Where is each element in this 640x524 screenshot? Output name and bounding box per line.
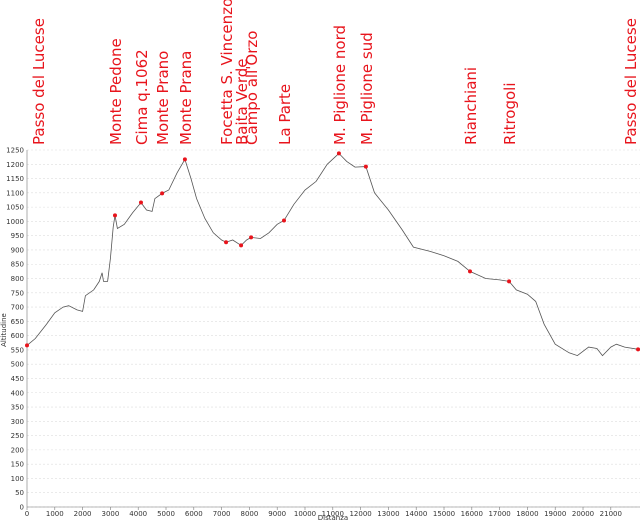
waypoint bbox=[112, 213, 117, 218]
y-tick-label: 500 bbox=[11, 361, 24, 369]
x-tick-label: 10000 bbox=[294, 510, 316, 518]
waypoint-label: Ritrogoli bbox=[501, 82, 519, 145]
waypoint bbox=[160, 191, 165, 196]
waypoint bbox=[336, 151, 341, 156]
x-tick-label: 1000 bbox=[46, 510, 64, 518]
y-tick-label: 150 bbox=[11, 461, 24, 469]
x-tick-label: 12000 bbox=[349, 510, 371, 518]
x-tick-label: 16000 bbox=[461, 510, 483, 518]
waypoint bbox=[224, 240, 229, 245]
x-tick-label: 2000 bbox=[74, 510, 92, 518]
waypoint-label: Passo del Lucese bbox=[30, 18, 48, 145]
y-tick-label: 600 bbox=[11, 332, 24, 340]
x-tick-label: 5000 bbox=[157, 510, 175, 518]
waypoint-label: Cima q.1062 bbox=[133, 49, 151, 145]
waypoint bbox=[138, 200, 143, 205]
y-tick-label: 950 bbox=[11, 232, 24, 240]
y-tick-label: 800 bbox=[11, 275, 24, 283]
x-tick-label: 4000 bbox=[129, 510, 147, 518]
y-tick-label: 1150 bbox=[6, 175, 24, 183]
waypoint bbox=[239, 243, 244, 248]
y-tick-label: 0 bbox=[20, 504, 24, 512]
y-tick-label: 550 bbox=[11, 346, 24, 354]
waypoint bbox=[468, 269, 473, 274]
x-tick-label: 21000 bbox=[600, 510, 622, 518]
x-tick-label: 11000 bbox=[322, 510, 344, 518]
x-tick-label: 19000 bbox=[544, 510, 566, 518]
waypoint-label: Focetta S. Vincenzo bbox=[218, 0, 236, 145]
y-tick-label: 250 bbox=[11, 432, 24, 440]
x-tick-label: 13000 bbox=[377, 510, 399, 518]
waypoint-label: Monte Prana bbox=[177, 51, 195, 145]
x-tick-label: 14000 bbox=[405, 510, 427, 518]
y-tick-label: 450 bbox=[11, 375, 24, 383]
waypoint bbox=[182, 157, 187, 162]
elevation-line bbox=[26, 152, 639, 357]
waypoint-label: Campo all'Orzo bbox=[243, 31, 261, 145]
waypoint bbox=[636, 347, 640, 352]
waypoint bbox=[249, 235, 254, 240]
y-tick-label: 650 bbox=[11, 318, 24, 326]
y-tick-label: 700 bbox=[11, 304, 24, 312]
waypoint-label: M. Piglione sud bbox=[358, 32, 376, 145]
waypoint-label: Monte Pedone bbox=[107, 38, 125, 145]
y-tick-label: 750 bbox=[11, 289, 24, 297]
x-tick-label: 9000 bbox=[268, 510, 286, 518]
y-tick-label: 1250 bbox=[6, 147, 24, 155]
x-tick-label: 8000 bbox=[240, 510, 258, 518]
waypoint bbox=[507, 279, 512, 284]
y-tick-label: 300 bbox=[11, 418, 24, 426]
waypoint-label: Baita Verde bbox=[233, 59, 251, 145]
waypoint bbox=[363, 164, 368, 169]
x-tick-label: 6000 bbox=[185, 510, 203, 518]
y-tick-label: 850 bbox=[11, 261, 24, 269]
x-tick-label: 15000 bbox=[433, 510, 455, 518]
waypoint bbox=[282, 218, 287, 223]
x-tick-label: 3000 bbox=[101, 510, 119, 518]
waypoint-label: Rianchiani bbox=[462, 67, 480, 145]
waypoint-label: Monte Prano bbox=[154, 51, 172, 145]
y-tick-label: 900 bbox=[11, 246, 24, 254]
y-tick-label: 1000 bbox=[6, 218, 24, 226]
y-tick-label: 350 bbox=[11, 404, 24, 412]
waypoint bbox=[25, 343, 29, 348]
x-tick-label: 17000 bbox=[488, 510, 510, 518]
waypoint-label: La Parte bbox=[276, 84, 294, 145]
y-tick-label: 200 bbox=[11, 446, 24, 454]
y-axis-label: Altitudine bbox=[0, 313, 8, 347]
y-tick-label: 100 bbox=[11, 475, 24, 483]
x-tick-label: 18000 bbox=[516, 510, 538, 518]
x-tick-label: 7000 bbox=[213, 510, 231, 518]
y-tick-label: 50 bbox=[15, 489, 24, 497]
y-tick-label: 1200 bbox=[6, 161, 24, 169]
waypoint-label: Passo del Lucese bbox=[622, 18, 640, 145]
x-tick-label: 20000 bbox=[572, 510, 594, 518]
x-tick-label: 0 bbox=[25, 510, 29, 518]
waypoint-label: M. Piglione nord bbox=[331, 25, 349, 145]
x-axis-label: Distanza bbox=[318, 514, 348, 522]
y-tick-label: 1100 bbox=[6, 189, 24, 197]
y-tick-label: 1050 bbox=[6, 204, 24, 212]
y-tick-label: 400 bbox=[11, 389, 24, 397]
